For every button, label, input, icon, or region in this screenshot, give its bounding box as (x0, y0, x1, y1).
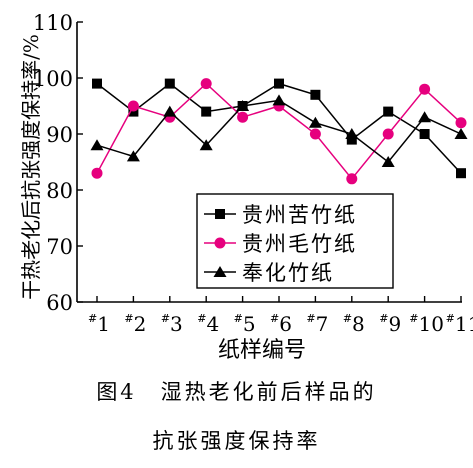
y-tick-label: 100 (33, 67, 73, 91)
data-point (128, 106, 139, 117)
x-tick-label: #7 (306, 312, 328, 336)
x-tick-label: #8 (343, 312, 365, 336)
data-point (92, 78, 102, 89)
data-point (199, 139, 213, 151)
x-tick-label: #5 (234, 312, 256, 336)
y-tick-label: 60 (46, 291, 73, 315)
data-point (346, 173, 358, 185)
x-tick-label: #10 (409, 312, 444, 336)
legend-label: 奉化竹纸 (242, 261, 334, 285)
data-point (455, 117, 467, 129)
data-point (382, 128, 394, 140)
series-1 (92, 78, 466, 179)
data-point (127, 100, 139, 112)
data-point (164, 78, 175, 89)
data-point (201, 106, 212, 117)
data-point (309, 128, 321, 140)
data-point (346, 134, 357, 145)
y-axis-label: 干热老化后抗张强度保持率/% (19, 34, 43, 300)
data-point (454, 128, 468, 139)
x-tick-label: #1 (88, 312, 110, 336)
x-tick-label: #3 (161, 312, 183, 336)
series-2 (91, 78, 467, 185)
data-point (419, 83, 431, 95)
x-tick-label: #2 (124, 312, 146, 336)
legend-marker (213, 266, 227, 277)
data-point (419, 129, 430, 139)
x-tick-label: #11 (446, 312, 473, 336)
y-tick-label: 90 (46, 123, 73, 147)
legend-label: 贵州毛竹纸 (242, 232, 357, 256)
data-point (310, 89, 321, 100)
x-tick-label: #9 (379, 312, 401, 336)
series-3 (90, 94, 468, 167)
data-point (236, 100, 250, 111)
data-point (456, 168, 466, 179)
legend-label: 贵州苦竹纸 (242, 203, 357, 227)
data-point (381, 156, 395, 167)
data-point (163, 105, 177, 117)
figure-caption-subtitle: 抗张强度保持率 (152, 429, 321, 453)
y-tick-label: 70 (46, 235, 73, 259)
figure-caption-title: 图4 湿热老化前后样品的 (96, 380, 377, 404)
data-point (200, 78, 212, 90)
data-point (345, 128, 359, 139)
legend-marker (214, 237, 226, 249)
y-tick-label: 110 (33, 11, 73, 35)
data-point (272, 94, 286, 106)
y-tick-label: 80 (46, 179, 73, 203)
x-tick-label: #4 (197, 312, 219, 336)
data-point (308, 116, 322, 128)
data-point (237, 111, 249, 123)
data-point (418, 111, 432, 123)
data-point (383, 106, 394, 117)
data-point (90, 139, 104, 151)
data-point (91, 167, 103, 179)
data-point (126, 150, 140, 162)
x-tick-label: #6 (270, 312, 292, 336)
x-axis-label: 纸样编号 (218, 338, 306, 363)
legend-marker (215, 209, 225, 219)
data-point (274, 78, 284, 89)
